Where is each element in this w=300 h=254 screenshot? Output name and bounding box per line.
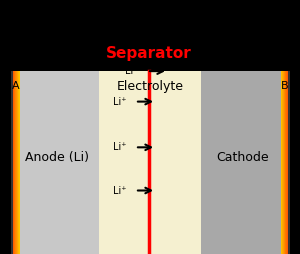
FancyBboxPatch shape [14, 71, 15, 254]
FancyBboxPatch shape [15, 71, 16, 254]
FancyBboxPatch shape [16, 71, 17, 254]
Text: Anode (Li): Anode (Li) [25, 151, 89, 164]
Text: Li⁺: Li⁺ [112, 142, 126, 152]
FancyBboxPatch shape [285, 71, 286, 254]
FancyBboxPatch shape [288, 71, 290, 254]
FancyBboxPatch shape [283, 71, 284, 254]
Text: Cathode: Cathode [217, 151, 269, 164]
FancyBboxPatch shape [19, 71, 20, 254]
FancyBboxPatch shape [286, 71, 287, 254]
Text: Li⁺: Li⁺ [112, 185, 126, 196]
FancyBboxPatch shape [15, 71, 99, 254]
FancyBboxPatch shape [281, 71, 282, 254]
FancyBboxPatch shape [282, 71, 283, 254]
FancyBboxPatch shape [17, 71, 18, 254]
FancyBboxPatch shape [12, 71, 13, 254]
FancyBboxPatch shape [11, 71, 13, 254]
FancyBboxPatch shape [18, 71, 19, 254]
FancyBboxPatch shape [284, 71, 285, 254]
FancyBboxPatch shape [201, 71, 285, 254]
FancyBboxPatch shape [280, 71, 281, 254]
FancyBboxPatch shape [287, 71, 288, 254]
FancyBboxPatch shape [99, 71, 201, 254]
Text: B: B [280, 81, 288, 91]
FancyBboxPatch shape [13, 71, 14, 254]
Text: Separator: Separator [106, 46, 191, 61]
Text: Li⁺: Li⁺ [124, 66, 138, 76]
Text: Li⁺: Li⁺ [112, 97, 126, 107]
Text: A: A [12, 81, 20, 91]
Text: Electrolyte: Electrolyte [116, 80, 184, 93]
